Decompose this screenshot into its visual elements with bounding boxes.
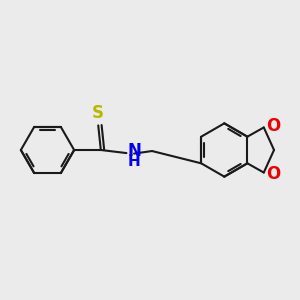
Text: N: N <box>128 142 141 160</box>
Text: H: H <box>128 154 140 169</box>
Text: S: S <box>92 104 104 122</box>
Text: O: O <box>266 165 280 183</box>
Text: O: O <box>266 117 280 135</box>
